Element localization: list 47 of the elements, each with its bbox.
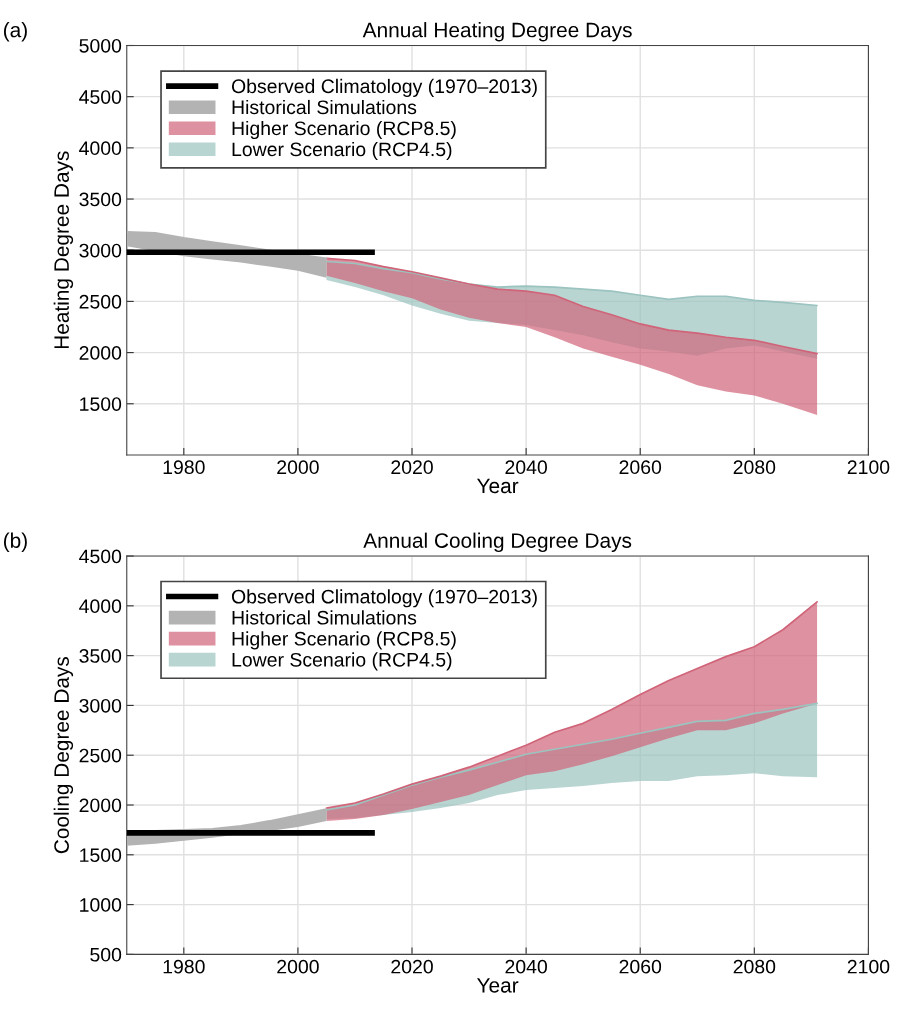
x-tick-label: 2060: [619, 460, 662, 475]
y-tick-label: 2000: [79, 798, 122, 813]
legend-label: Higher Scenario (RCP8.5): [232, 120, 456, 140]
y-tick-label: 1500: [80, 848, 122, 863]
x-axis-title: Year: [477, 978, 519, 993]
legend-label: Lower Scenario (RCP4.5): [232, 141, 452, 161]
x-tick-label: 2060: [619, 959, 662, 974]
x-tick-label: 2020: [391, 460, 433, 475]
legend-label: Historical Simulations: [232, 99, 417, 115]
x-axis-title: Year: [477, 478, 519, 494]
y-tick-label: 2500: [79, 294, 122, 309]
y-tick-label: 3000: [79, 698, 122, 713]
x-tick-label: 2100: [847, 959, 890, 974]
chart-title: Annual Heating Degree Days: [362, 22, 632, 42]
x-tick-label: 2000: [277, 460, 319, 475]
text: (a): [3, 22, 27, 42]
x-tick-label: 1980: [163, 460, 205, 475]
y-tick-label: 1000: [80, 898, 122, 912]
y-tick-label: 4500: [79, 549, 122, 564]
x-tick-label: 2100: [847, 460, 890, 475]
x-tick-label: 2020: [391, 959, 433, 974]
legend-label: Higher Scenario (RCP8.5): [232, 631, 456, 650]
legend-label: Historical Simulations: [232, 610, 417, 625]
x-tick-label: 2040: [505, 959, 547, 974]
legend-label: Observed Climatology (1970–2013): [231, 589, 537, 608]
y-tick-label: 3000: [79, 243, 122, 258]
y-tick-label: 4000: [79, 141, 122, 156]
x-tick-label: 2000: [277, 959, 319, 974]
x-tick-label: 1980: [163, 959, 205, 974]
y-tick-label: 4000: [79, 599, 122, 614]
y-tick-label: 1500: [80, 397, 122, 412]
y-tick-label: 5000: [79, 38, 122, 53]
legend-label: Observed Climatology (1970–2013): [231, 78, 537, 97]
y-tick-label: 2000: [79, 346, 122, 360]
chart-title: Annual Cooling Degree Days: [363, 532, 632, 553]
x-tick-label: 2040: [505, 460, 547, 475]
y-tick-label: 500: [90, 947, 122, 962]
y-tick-label: 3500: [79, 192, 122, 207]
legend-label: Lower Scenario (RCP4.5): [232, 652, 452, 671]
y-tick-label: 3500: [79, 649, 122, 663]
y-tick-label: 2500: [79, 748, 122, 763]
y-axis-title: Heating Degree Days: [53, 151, 74, 349]
text: (b): [3, 532, 27, 552]
x-tick-label: 2080: [733, 959, 776, 974]
y-axis-title: Cooling Degree Days: [53, 656, 74, 854]
y-tick-label: 4500: [79, 90, 122, 104]
x-tick-label: 2080: [733, 460, 776, 475]
